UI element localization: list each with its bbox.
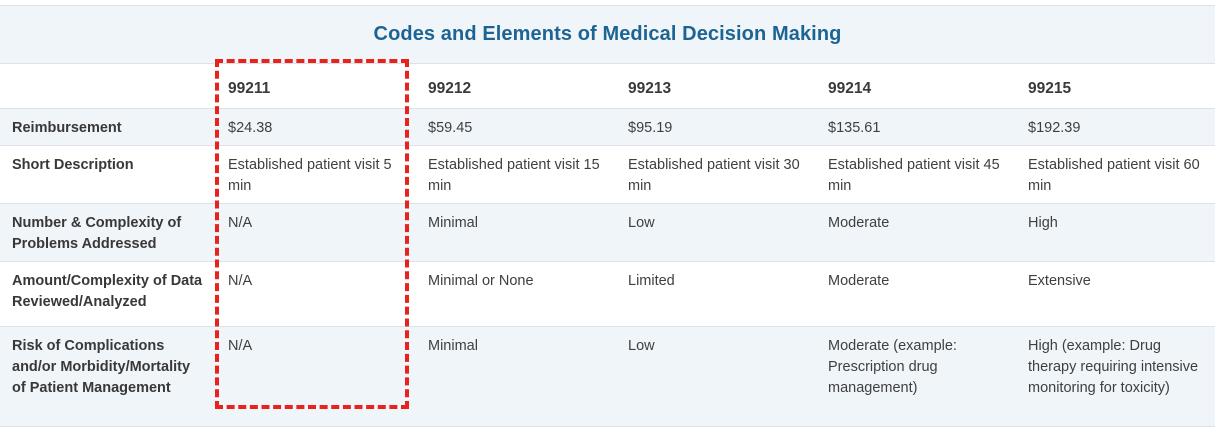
table-row-risk: Risk of Complications and/or Morbidity/M…: [0, 326, 1215, 427]
table-cell: Established patient visit 60 min: [1016, 145, 1215, 204]
table-cell: Established patient visit 5 min: [216, 145, 416, 204]
table-cell: $24.38: [216, 108, 416, 146]
table-cell: Low: [616, 326, 816, 427]
mdm-table: 99211 99212 99213 99214 99215 Reimbursem…: [0, 64, 1215, 427]
table-cell: Established patient visit 45 min: [816, 145, 1016, 204]
row-label: Risk of Complications and/or Morbidity/M…: [0, 326, 216, 427]
column-header-99214: 99214: [816, 64, 1016, 109]
column-header-99212: 99212: [416, 64, 616, 109]
table-cell: N/A: [216, 326, 416, 427]
row-label: Short Description: [0, 145, 216, 204]
table-cell: Minimal: [416, 203, 616, 262]
table-cell: $192.39: [1016, 108, 1215, 146]
table-cell: Moderate: [816, 203, 1016, 262]
column-header-row: 99211 99212 99213 99214 99215: [0, 64, 1215, 109]
table-cell: $59.45: [416, 108, 616, 146]
column-header-99213: 99213: [616, 64, 816, 109]
table-cell: Established patient visit 15 min: [416, 145, 616, 204]
table-title-bar: Codes and Elements of Medical Decision M…: [0, 5, 1215, 64]
table-row-problems-addressed: Number & Complexity of Problems Addresse…: [0, 203, 1215, 262]
table-cell: Minimal or None: [416, 261, 616, 327]
column-header-99211: 99211: [216, 64, 416, 109]
table-cell: N/A: [216, 261, 416, 327]
table-cell: $95.19: [616, 108, 816, 146]
table-cell: Established patient visit 30 min: [616, 145, 816, 204]
table-cell: Low: [616, 203, 816, 262]
table-cell: Moderate: [816, 261, 1016, 327]
row-label: Number & Complexity of Problems Addresse…: [0, 203, 216, 262]
table-cell: $135.61: [816, 108, 1016, 146]
table-cell: Limited: [616, 261, 816, 327]
table-cell: N/A: [216, 203, 416, 262]
table-row-short-description: Short Description Established patient vi…: [0, 145, 1215, 204]
table-row-data-reviewed: Amount/Complexity of Data Reviewed/Analy…: [0, 261, 1215, 327]
corner-cell: [0, 64, 216, 109]
page-title: Codes and Elements of Medical Decision M…: [373, 23, 842, 45]
column-header-99215: 99215: [1016, 64, 1215, 109]
row-label: Amount/Complexity of Data Reviewed/Analy…: [0, 261, 216, 327]
table-cell: Moderate (example: Prescription drug man…: [816, 326, 1016, 427]
table-row-reimbursement: Reimbursement $24.38 $59.45 $95.19 $135.…: [0, 108, 1215, 146]
table-cell: High (example: Drug therapy requiring in…: [1016, 326, 1215, 427]
row-label: Reimbursement: [0, 108, 216, 146]
table-cell: Minimal: [416, 326, 616, 427]
table-cell: High: [1016, 203, 1215, 262]
table-cell: Extensive: [1016, 261, 1215, 327]
